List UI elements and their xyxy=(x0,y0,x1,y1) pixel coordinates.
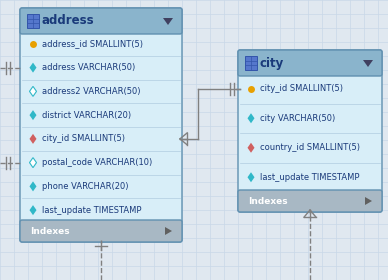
Text: address2 VARCHAR(50): address2 VARCHAR(50) xyxy=(42,87,140,96)
FancyBboxPatch shape xyxy=(238,190,382,212)
Text: district VARCHAR(20): district VARCHAR(20) xyxy=(42,111,131,120)
Text: Indexes: Indexes xyxy=(248,197,288,206)
FancyBboxPatch shape xyxy=(27,14,39,28)
Polygon shape xyxy=(163,18,173,25)
Polygon shape xyxy=(29,181,36,191)
Polygon shape xyxy=(248,143,255,153)
Text: Indexes: Indexes xyxy=(30,227,69,235)
FancyBboxPatch shape xyxy=(20,8,182,242)
Text: last_update TIMESTAMP: last_update TIMESTAMP xyxy=(260,173,360,182)
Polygon shape xyxy=(365,197,372,205)
Text: address_id SMALLINT(5): address_id SMALLINT(5) xyxy=(42,39,143,48)
Polygon shape xyxy=(248,172,255,182)
FancyBboxPatch shape xyxy=(20,8,182,34)
Polygon shape xyxy=(29,158,36,168)
Polygon shape xyxy=(29,63,36,73)
Polygon shape xyxy=(248,113,255,123)
FancyBboxPatch shape xyxy=(245,56,257,70)
FancyBboxPatch shape xyxy=(238,50,382,76)
Text: city: city xyxy=(260,57,284,69)
Text: country_id SMALLINT(5): country_id SMALLINT(5) xyxy=(260,143,360,152)
Text: phone VARCHAR(20): phone VARCHAR(20) xyxy=(42,182,128,191)
Polygon shape xyxy=(29,110,36,120)
Text: city_id SMALLINT(5): city_id SMALLINT(5) xyxy=(42,134,125,143)
Text: last_update TIMESTAMP: last_update TIMESTAMP xyxy=(42,206,142,215)
Polygon shape xyxy=(29,134,36,144)
Text: address VARCHAR(50): address VARCHAR(50) xyxy=(42,63,135,72)
Polygon shape xyxy=(29,86,36,96)
Polygon shape xyxy=(29,205,36,215)
Text: city VARCHAR(50): city VARCHAR(50) xyxy=(260,114,335,123)
Text: city_id SMALLINT(5): city_id SMALLINT(5) xyxy=(260,84,343,93)
Text: address: address xyxy=(42,15,95,27)
Text: postal_code VARCHAR(10): postal_code VARCHAR(10) xyxy=(42,158,152,167)
Polygon shape xyxy=(165,227,172,235)
FancyBboxPatch shape xyxy=(238,50,382,212)
FancyBboxPatch shape xyxy=(20,220,182,242)
Polygon shape xyxy=(363,60,373,67)
